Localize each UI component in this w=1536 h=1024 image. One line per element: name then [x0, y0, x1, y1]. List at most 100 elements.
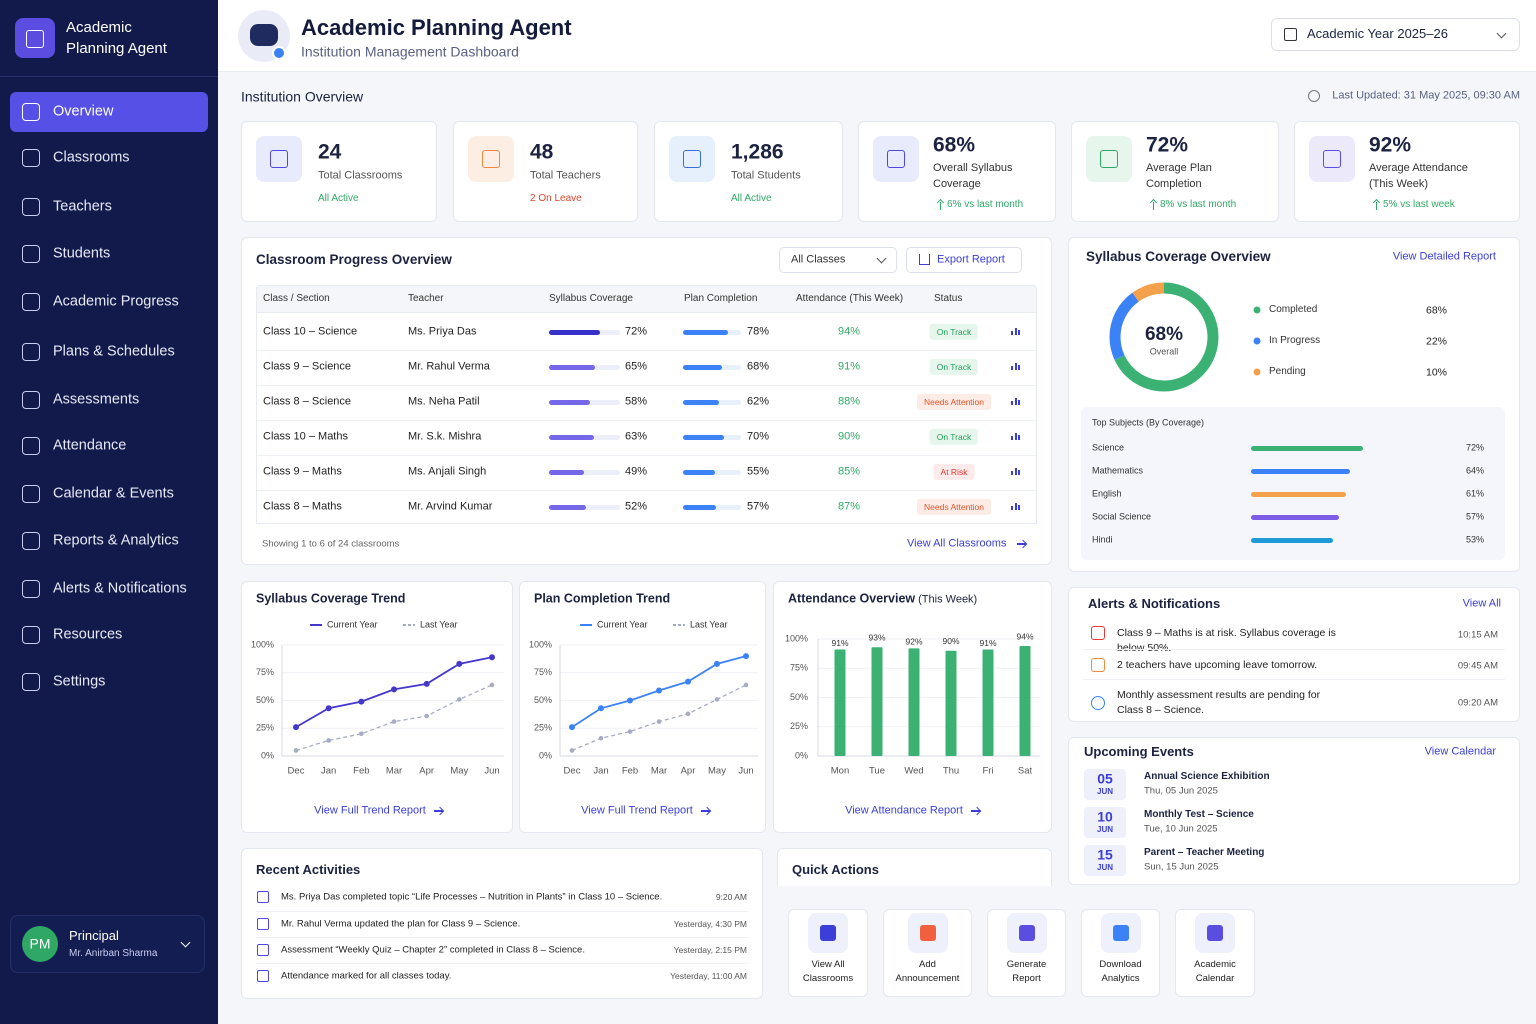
- action-label: Add Announcement: [895, 959, 960, 984]
- link[interactable]: View Full Trend Report: [314, 804, 426, 817]
- activity-text: Ms. Priya Das completed topic “Life Proc…: [281, 891, 663, 903]
- action-icon: [820, 925, 836, 941]
- nav-item[interactable]: Assessments: [53, 391, 140, 408]
- subject-bar: [1251, 537, 1334, 543]
- stat-icon-bg: [873, 136, 919, 182]
- stat-label: Total Teachers: [530, 169, 601, 182]
- refresh-icon: [1308, 90, 1320, 102]
- subject-value: 64%: [1465, 465, 1484, 476]
- nav-item[interactable]: Teachers: [53, 198, 112, 215]
- year-select[interactable]: [1271, 18, 1520, 51]
- chart-icon: [1011, 436, 1013, 440]
- stat-note: All Active: [318, 193, 359, 204]
- nav-item[interactable]: Resources: [53, 626, 123, 643]
- icon: [683, 150, 701, 168]
- action-label: Academic Calendar: [1194, 959, 1236, 984]
- action-label: Generate Report: [1006, 959, 1047, 984]
- icon: [270, 150, 288, 168]
- column-header: Syllabus Coverage: [549, 293, 633, 304]
- legend-label: Pending: [1269, 366, 1306, 377]
- stat-icon-bg: [669, 136, 715, 182]
- event-day: 10: [1097, 808, 1113, 825]
- link[interactable]: View All Classrooms: [907, 537, 1007, 550]
- syllabus-bar: [549, 329, 601, 335]
- chart-icon: [1018, 505, 1020, 510]
- stat-value: 68%: [933, 133, 976, 157]
- filter-select[interactable]: [779, 247, 897, 273]
- nav-item[interactable]: Reports & Analytics: [53, 532, 179, 549]
- cell-attendance: 88%: [837, 395, 861, 408]
- nav-item[interactable]: Academic Progress: [53, 293, 179, 310]
- subject-name: Social Science: [1092, 511, 1152, 522]
- nav-active[interactable]: [10, 92, 208, 132]
- subject-value: 57%: [1465, 511, 1484, 522]
- up-arrow: [939, 202, 941, 210]
- nav-item[interactable]: Calendar & Events: [53, 485, 174, 502]
- action-tile[interactable]: [987, 909, 1066, 997]
- arrow-icon: [1017, 543, 1026, 545]
- status-pill: Needs Attention: [916, 498, 992, 516]
- stat-note: 2 On Leave: [530, 193, 582, 204]
- panel-title: Quick Actions: [792, 862, 879, 878]
- chart-title: Plan Completion Trend: [534, 591, 671, 606]
- nav-item[interactable]: Students: [53, 245, 111, 262]
- avatar-initials: PM: [29, 935, 51, 952]
- stat-label: Total Classrooms: [318, 169, 403, 182]
- activity-time: Yesterday, 4:30 PM: [673, 918, 747, 929]
- cell-attendance: 91%: [837, 360, 861, 373]
- link[interactable]: View All: [1462, 597, 1501, 610]
- panel: [1068, 737, 1520, 885]
- action-label: Download Analytics: [1099, 959, 1142, 984]
- icon: [22, 149, 40, 167]
- chart-icon: [1011, 366, 1013, 370]
- status-pill: At Risk: [933, 463, 975, 481]
- syllabus-bar: [549, 364, 596, 370]
- icon: [257, 891, 269, 903]
- icon: [26, 30, 44, 48]
- panel-title: Upcoming Events: [1084, 744, 1194, 760]
- brand: Academic Planning Agent: [66, 19, 167, 57]
- date-badge: [1084, 769, 1126, 800]
- action-label: View All Classrooms: [802, 959, 854, 984]
- plan-bar: [683, 364, 723, 370]
- progress-track: [549, 469, 620, 475]
- event-date: Sun, 15 Jun 2025: [1144, 861, 1219, 873]
- panel: [777, 848, 1052, 886]
- subjects-title: Top Subjects (By Coverage): [1092, 417, 1205, 428]
- stat-note: 8% vs last month: [1160, 199, 1237, 210]
- subject-value: 72%: [1465, 442, 1484, 453]
- export-button[interactable]: [906, 247, 1022, 273]
- stat-icon-bg: [468, 136, 514, 182]
- row-divider: [1083, 679, 1505, 680]
- row-divider: [257, 384, 1036, 386]
- link[interactable]: View Attendance Report: [845, 804, 963, 817]
- subject-bar: [1251, 491, 1346, 497]
- sidebar: [0, 0, 218, 1024]
- nav-item[interactable]: Plans & Schedules: [53, 343, 175, 360]
- cell-plan: 62%: [747, 395, 770, 408]
- nav-item[interactable]: Alerts & Notifications: [53, 580, 187, 597]
- export-label: Export Report: [937, 253, 1005, 266]
- cell-syllabus: 72%: [625, 325, 648, 338]
- alert-icon: [1091, 626, 1105, 640]
- column-header: Teacher: [408, 293, 444, 304]
- activity-text: Attendance marked for all classes today.: [281, 970, 452, 982]
- column-header: Plan Completion: [684, 293, 758, 304]
- nav-item[interactable]: Settings: [53, 673, 106, 690]
- subject-name: English: [1092, 488, 1122, 499]
- section-title: Institution Overview: [241, 88, 364, 105]
- stat-value: 48: [530, 140, 554, 164]
- icon: [482, 150, 500, 168]
- nav-item[interactable]: Classrooms: [53, 149, 130, 166]
- panel: [241, 848, 763, 999]
- event-date: Tue, 10 Jun 2025: [1144, 823, 1218, 835]
- action-icon: [919, 925, 936, 941]
- link[interactable]: View Calendar: [1424, 745, 1496, 758]
- chart-icon: [1014, 433, 1017, 440]
- link[interactable]: View Detailed Report: [1392, 250, 1496, 263]
- stat-value: 24: [318, 140, 342, 164]
- nav-item[interactable]: Overview: [53, 103, 114, 120]
- link[interactable]: View Full Trend Report: [581, 804, 693, 817]
- nav-item[interactable]: Attendance: [53, 437, 127, 454]
